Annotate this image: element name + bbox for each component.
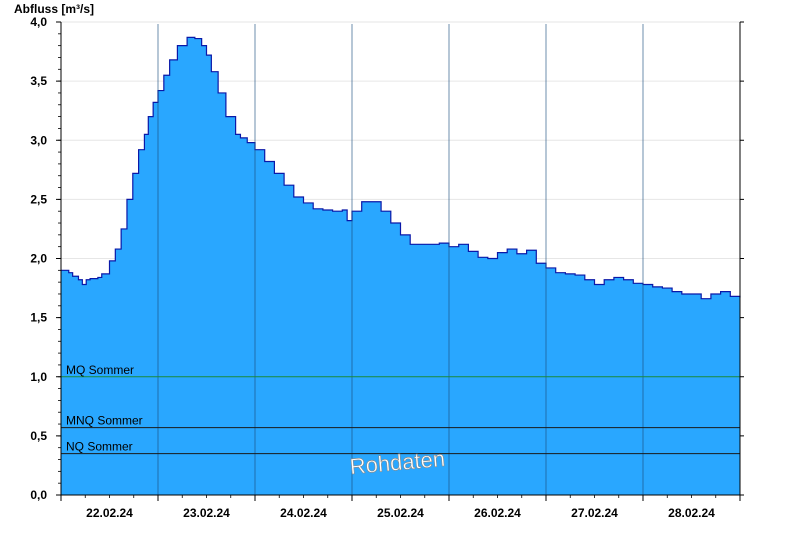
y-tick-label: 2,5 [30,192,47,206]
y-tick-label: 1,5 [30,311,47,325]
x-tick-label: 27.02.24 [571,506,618,520]
x-tick-label: 24.02.24 [280,506,327,520]
series-line [61,36,741,300]
y-tick-label: 3,0 [30,133,47,147]
series-area [61,37,740,496]
y-tick-label: 2,0 [30,252,47,266]
reference-label: MNQ Sommer [66,414,143,428]
y-tick-label: 0,0 [30,488,47,502]
x-tick-label: 26.02.24 [474,506,521,520]
x-tick-label: 28.02.24 [668,506,715,520]
reference-label: NQ Sommer [66,440,133,454]
y-tick-label: 1,0 [30,370,47,384]
y-tick-label: 0,5 [30,429,47,443]
x-tick-label: 22.02.24 [86,506,133,520]
y-tick-label: 4,0 [30,15,47,29]
x-tick-label: 25.02.24 [377,506,424,520]
x-tick-label: 23.02.24 [183,506,230,520]
reference-label: MQ Sommer [66,363,134,377]
y-tick-label: 3,5 [30,74,47,88]
chart-title: Abfluss [m³/s] [14,2,94,16]
